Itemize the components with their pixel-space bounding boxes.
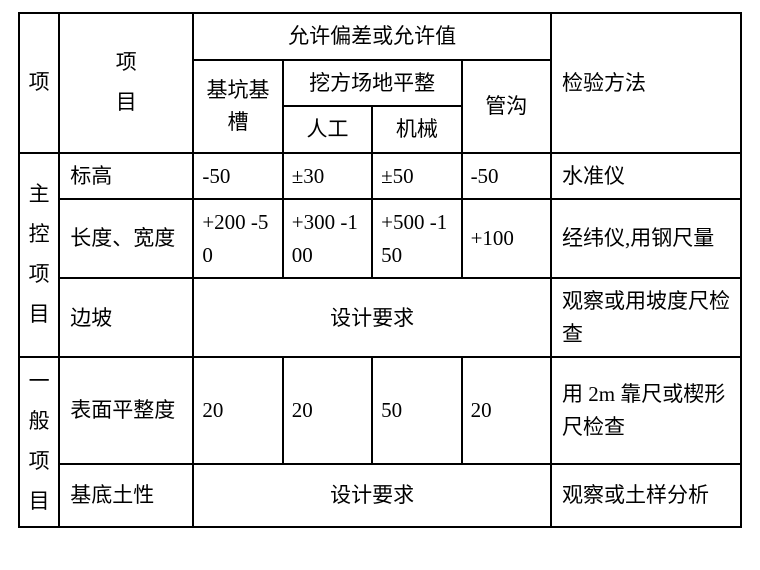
header-machine: 机械 xyxy=(372,106,461,153)
cell-method: 经纬仪,用钢尺量 xyxy=(551,199,741,278)
header-trench: 管沟 xyxy=(462,60,551,153)
cell-item: 边坡 xyxy=(59,278,193,357)
cell-item: 表面平整度 xyxy=(59,357,193,464)
cell-manual: 20 xyxy=(283,357,372,464)
header-manual: 人工 xyxy=(283,106,372,153)
cell-trench: -50 xyxy=(462,153,551,200)
cell-trench: 20 xyxy=(462,357,551,464)
cell-machine: +500 -150 xyxy=(372,199,461,278)
tolerance-table: 项 项目 允许偏差或允许值 检验方法 基坑基槽 挖方场地平整 管沟 人工 机械 … xyxy=(18,12,742,528)
cell-machine: 50 xyxy=(372,357,461,464)
table-row: 一般项目 表面平整度 20 20 50 20 用 2m 靠尺或楔形尺检查 xyxy=(19,357,741,464)
header-item: 项目 xyxy=(59,13,193,153)
cell-manual: ±30 xyxy=(283,153,372,200)
cell-method: 观察或土样分析 xyxy=(551,464,741,527)
category-main: 主控项目 xyxy=(19,153,59,358)
table-row: 基底土性 设计要求 观察或土样分析 xyxy=(19,464,741,527)
header-tolerance-group: 允许偏差或允许值 xyxy=(193,13,551,60)
cell-pit: +200 -50 xyxy=(193,199,282,278)
header-pit: 基坑基槽 xyxy=(193,60,282,153)
table-row: 主控项目 标高 -50 ±30 ±50 -50 水准仪 xyxy=(19,153,741,200)
cell-pit: 20 xyxy=(193,357,282,464)
cell-pit: -50 xyxy=(193,153,282,200)
cell-item: 基底土性 xyxy=(59,464,193,527)
category-general: 一般项目 xyxy=(19,357,59,527)
table-row: 长度、宽度 +200 -50 +300 -100 +500 -150 +100 … xyxy=(19,199,741,278)
header-level-group: 挖方场地平整 xyxy=(283,60,462,107)
header-category: 项 xyxy=(19,13,59,153)
cell-trench: +100 xyxy=(462,199,551,278)
cell-machine: ±50 xyxy=(372,153,461,200)
cell-method: 观察或用坡度尺检查 xyxy=(551,278,741,357)
cell-item: 长度、宽度 xyxy=(59,199,193,278)
cell-method: 用 2m 靠尺或楔形尺检查 xyxy=(551,357,741,464)
cell-manual: +300 -100 xyxy=(283,199,372,278)
cell-span: 设计要求 xyxy=(193,278,551,357)
cell-method: 水准仪 xyxy=(551,153,741,200)
cell-item: 标高 xyxy=(59,153,193,200)
header-method: 检验方法 xyxy=(551,13,741,153)
cell-span: 设计要求 xyxy=(193,464,551,527)
table-row: 边坡 设计要求 观察或用坡度尺检查 xyxy=(19,278,741,357)
